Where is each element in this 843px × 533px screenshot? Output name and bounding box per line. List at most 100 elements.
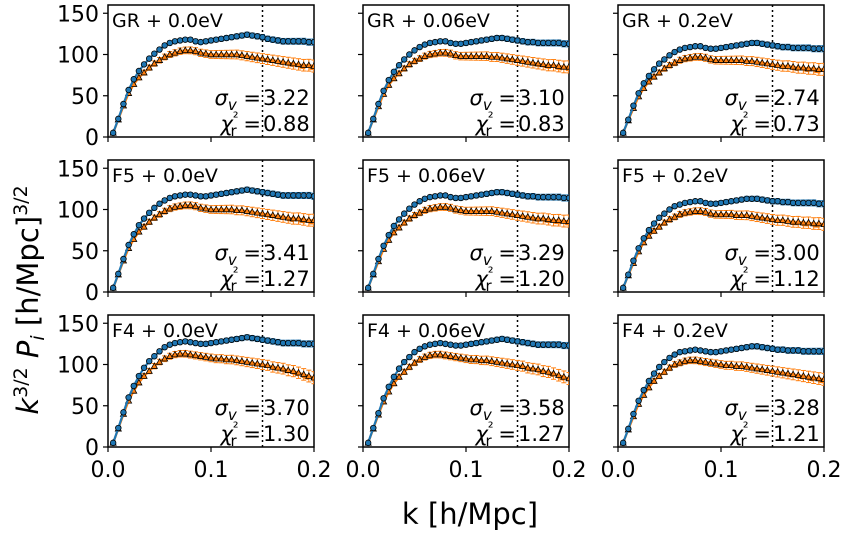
quadrupole-point xyxy=(696,52,705,60)
monopole-point xyxy=(565,40,569,47)
monopole-point xyxy=(171,193,179,200)
quadrupole-point xyxy=(645,383,653,391)
y-tick-label: 150 xyxy=(57,157,99,182)
quadrupole-point xyxy=(279,364,287,372)
quadrupole-point xyxy=(436,202,444,210)
quadrupole-point xyxy=(233,50,241,58)
monopole-point xyxy=(228,188,235,196)
monopole-point xyxy=(223,189,230,197)
quadrupole-point xyxy=(508,55,517,63)
monopole-point xyxy=(650,220,658,227)
quadrupole-point xyxy=(779,62,787,69)
monopole-point xyxy=(421,343,428,350)
quadrupole-point xyxy=(171,48,179,56)
quadrupole-point xyxy=(701,53,710,61)
quadrupole-point xyxy=(763,59,772,67)
quadrupole-point xyxy=(529,364,537,372)
monopole-point xyxy=(395,62,403,69)
quadrupole-point xyxy=(197,48,205,56)
sigma-label: σv = xyxy=(215,396,261,424)
quadrupole-point xyxy=(227,355,236,363)
quadrupole-point xyxy=(549,61,558,68)
monopole-point xyxy=(406,353,413,361)
monopole-point xyxy=(390,222,398,230)
monopole-point xyxy=(233,33,240,40)
panel-title: GR + 0.06eV xyxy=(367,10,490,32)
quadrupole-point xyxy=(467,355,475,363)
quadrupole-point xyxy=(212,50,220,58)
quadrupole-point xyxy=(743,211,751,218)
quadrupole-point xyxy=(181,201,189,209)
quadrupole-point xyxy=(722,210,730,218)
monopole-point xyxy=(156,200,163,207)
monopole-point xyxy=(212,36,220,43)
monopole-point xyxy=(161,343,168,351)
quadrupole-point xyxy=(145,217,153,225)
monopole-point xyxy=(447,341,454,348)
quadrupole-point xyxy=(773,367,782,375)
monopole-point xyxy=(395,216,403,223)
monopole-point xyxy=(130,76,137,83)
monopole-point xyxy=(498,335,506,343)
monopole-point xyxy=(722,43,730,51)
plot-area xyxy=(364,335,569,447)
quadrupole-point xyxy=(305,372,313,379)
quadrupole-point xyxy=(539,367,547,374)
quadrupole-point xyxy=(676,56,684,63)
monopole-point xyxy=(145,55,153,62)
quadrupole-point xyxy=(160,52,169,60)
quadrupole-point xyxy=(289,214,298,222)
quadrupole-point xyxy=(534,214,542,222)
quadrupole-point xyxy=(243,207,251,214)
quadrupole-point xyxy=(488,207,496,214)
quadrupole-point xyxy=(238,357,246,364)
quadrupole-point xyxy=(534,365,542,373)
chi2-value: 1.27 xyxy=(518,422,565,446)
panel-title: F4 + 0.0eV xyxy=(112,320,218,342)
y-tick-label: 0 xyxy=(85,436,99,461)
chi2-label: χ² r = xyxy=(219,110,261,140)
chi2-label: χ² r = xyxy=(219,265,261,295)
monopole-point xyxy=(375,100,382,108)
quadrupole-point xyxy=(227,50,236,58)
quadrupole-point xyxy=(753,364,761,372)
monopole-point xyxy=(115,115,122,123)
monopole-point xyxy=(619,129,627,137)
monopole-point xyxy=(130,382,137,390)
y-tick-label: 0 xyxy=(85,281,99,306)
quadrupole-point xyxy=(508,360,517,368)
monopole-point xyxy=(671,351,678,358)
monopole-point xyxy=(625,425,632,433)
quadrupole-point xyxy=(665,363,674,371)
quadrupole-point xyxy=(212,354,220,362)
quadrupole-point xyxy=(513,211,522,218)
quadrupole-point xyxy=(773,61,782,68)
quadrupole-point xyxy=(727,361,735,369)
monopole-point xyxy=(519,192,526,199)
quadrupole-point xyxy=(758,365,766,373)
monopole-point xyxy=(650,66,658,73)
monopole-point xyxy=(156,348,163,355)
monopole-point xyxy=(140,215,148,222)
monopole-point xyxy=(125,241,132,249)
quadrupole-point xyxy=(150,59,159,67)
quadrupole-point xyxy=(462,354,470,362)
chi2-label: χ² r = xyxy=(729,110,771,140)
x-tick-label: 0.2 xyxy=(807,458,842,483)
monopole-point xyxy=(401,358,408,366)
monopole-point xyxy=(733,345,740,353)
quadrupole-point xyxy=(421,206,429,214)
quadrupole-point xyxy=(660,218,669,226)
x-tick-label: 0.1 xyxy=(704,458,739,483)
quadrupole-point xyxy=(482,52,491,59)
quadrupole-point xyxy=(681,54,689,62)
monopole-point xyxy=(269,338,276,345)
monopole-point xyxy=(442,192,449,199)
quadrupole-point xyxy=(488,52,496,60)
quadrupole-point xyxy=(529,58,537,66)
monopole-point xyxy=(529,193,537,200)
monopole-point xyxy=(125,394,132,401)
monopole-point xyxy=(176,37,184,44)
quadrupole-point xyxy=(410,211,419,218)
